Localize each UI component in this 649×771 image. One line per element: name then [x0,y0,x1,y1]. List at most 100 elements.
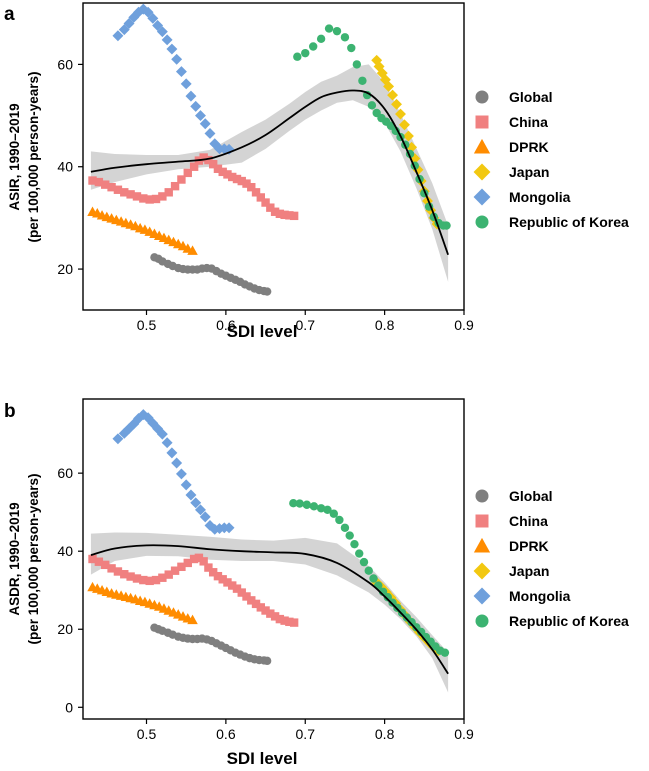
legend-marker-china [475,115,489,129]
data-point-china [256,193,265,202]
y-axis-ticks-b: 0 20 40 60 [57,465,83,715]
data-point-china [107,183,116,192]
data-point-china [266,609,275,618]
data-point-china [289,618,299,627]
data-point-japan [387,89,399,101]
data-point-mongolia [137,409,149,421]
data-point-mongolia [199,118,211,130]
x-axis-title-b: SDI level [227,749,298,768]
data-point-mongolia [112,30,124,42]
legend-marker-global [475,90,489,104]
data-point-china [139,194,148,203]
legend-marker-global [475,489,489,503]
panel-a: a 0.5 0.6 0.7 0.8 0.9 20 40 60 SDI level ASIR,… [4,2,629,341]
y-tick-label: 20 [57,621,73,637]
data-point-china [266,203,275,212]
data-point-mongolia [161,437,173,449]
data-point-republic-of-korea [329,509,339,518]
x-tick-label: 0.6 [216,317,236,333]
data-point-republic-of-korea [340,523,350,532]
data-point-mongolia [171,53,183,65]
series-mongolia-a [112,3,235,155]
data-point-mongolia [147,12,159,24]
data-point-mongolia [112,433,124,445]
data-point-china [170,181,180,191]
data-point-republic-of-korea [316,504,326,513]
legend-marker-dprk [473,138,491,154]
x-tick-label: 0.5 [137,317,157,333]
data-point-china [151,575,161,585]
data-point-republic-of-korea [340,33,350,42]
data-point-china [158,192,167,201]
data-point-japan [409,153,421,165]
series-global-a [150,253,272,296]
series-dprk-a [87,206,198,255]
data-point-china [101,180,110,189]
data-point-republic-of-korea [293,52,302,61]
data-point-china [145,195,154,204]
y-tick-label: 40 [57,159,73,175]
data-point-republic-of-korea [295,499,304,508]
data-point-china [132,192,142,201]
data-point-mongolia [142,6,154,18]
data-point-mongolia [128,418,140,430]
legend-marker-republic-of-korea [475,614,489,628]
legend-label-republic-of-korea: Republic of Korea [509,613,629,629]
legend-label-japan: Japan [509,164,549,180]
data-point-mongolia [185,90,197,102]
data-point-china [145,576,154,586]
data-point-china [194,553,204,563]
legend-item-mongolia: Mongolia [473,188,571,206]
legend-label-dprk: DPRK [509,139,549,155]
data-point-republic-of-korea [316,34,326,44]
data-point-mongolia [123,423,135,435]
data-point-china [232,584,242,593]
data-point-japan [376,67,388,79]
x-axis-title-a: SDI level [227,322,298,341]
data-point-china [213,571,223,581]
data-point-mongolia [214,523,225,535]
data-point-mongolia [166,43,178,55]
x-tick-label: 0.6 [216,726,236,742]
trend-line-a [90,89,449,256]
legend-label-global: Global [509,488,553,504]
data-point-china [113,185,123,194]
data-point-china [218,575,227,584]
data-point-mongolia [137,3,149,15]
data-point-china [232,174,242,184]
data-point-china [126,190,135,199]
data-point-republic-of-korea [308,42,318,51]
data-point-china [285,617,294,627]
data-point-mongolia [190,497,202,509]
data-point-china [126,572,135,581]
data-point-china [261,606,270,615]
data-point-mongolia [152,20,164,31]
data-point-japan [391,98,402,110]
legend-marker-japan [473,562,491,580]
series-dprk-b [87,581,198,625]
x-tick-label: 0.8 [375,317,395,333]
data-point-republic-of-korea [302,500,312,509]
data-point-republic-of-korea [350,539,359,549]
data-point-china [280,616,289,625]
trend-line-path-a [90,89,449,256]
legend-item-republic-of-korea: Republic of Korea [475,613,629,629]
data-point-china [113,567,123,576]
legend-item-republic-of-korea: Republic of Korea [475,214,629,230]
data-point-japan [399,119,410,131]
data-point-republic-of-korea [442,221,451,230]
data-point-china [107,564,116,573]
data-point-republic-of-korea [440,648,450,657]
data-point-china [223,578,232,587]
data-point-china [275,209,285,219]
data-point-mongolia [161,34,173,46]
data-point-republic-of-korea [383,593,392,602]
legend-marker-china [475,514,489,528]
data-point-china [261,198,270,207]
series-china-b [88,553,299,627]
data-point-china [139,575,148,585]
y-tick-label: 60 [57,465,73,481]
data-point-republic-of-korea [367,101,377,110]
plot-frame-a [82,2,465,311]
data-point-china [242,592,251,601]
